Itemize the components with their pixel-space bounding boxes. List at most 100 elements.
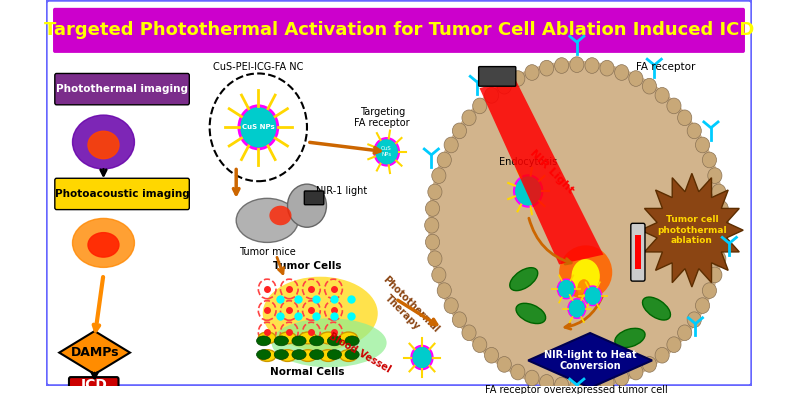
Ellipse shape (510, 268, 538, 291)
FancyBboxPatch shape (55, 178, 189, 210)
Circle shape (712, 251, 726, 266)
Circle shape (425, 201, 440, 216)
Ellipse shape (345, 350, 359, 359)
Circle shape (425, 234, 440, 250)
Circle shape (374, 138, 399, 165)
Circle shape (412, 346, 433, 369)
Circle shape (642, 357, 657, 372)
Circle shape (462, 325, 476, 340)
Circle shape (585, 58, 599, 73)
Circle shape (462, 110, 476, 126)
Ellipse shape (88, 232, 119, 257)
Circle shape (667, 337, 681, 353)
Circle shape (428, 184, 442, 200)
Ellipse shape (271, 318, 386, 367)
Circle shape (525, 65, 539, 80)
Circle shape (555, 58, 569, 73)
Circle shape (425, 217, 439, 233)
Circle shape (452, 312, 467, 327)
Ellipse shape (299, 350, 317, 361)
Text: Normal Cells: Normal Cells (270, 367, 344, 377)
Circle shape (511, 364, 525, 380)
Circle shape (614, 65, 629, 80)
Circle shape (712, 184, 726, 200)
Circle shape (511, 71, 525, 86)
Circle shape (432, 267, 446, 283)
Circle shape (287, 184, 326, 227)
Ellipse shape (88, 131, 119, 159)
Circle shape (708, 267, 722, 283)
Circle shape (655, 348, 670, 363)
Text: CuS-PEI-ICG-FA NC: CuS-PEI-ICG-FA NC (213, 61, 303, 72)
Ellipse shape (559, 245, 612, 299)
Ellipse shape (256, 350, 271, 359)
Ellipse shape (73, 218, 134, 268)
Circle shape (714, 234, 729, 250)
Ellipse shape (327, 336, 342, 346)
Ellipse shape (259, 350, 276, 361)
Circle shape (642, 78, 657, 94)
Circle shape (484, 348, 499, 363)
Circle shape (629, 71, 643, 86)
Circle shape (695, 137, 709, 153)
Ellipse shape (279, 332, 296, 344)
FancyBboxPatch shape (479, 67, 516, 86)
Ellipse shape (614, 328, 645, 348)
Text: Photothermal
Therapy: Photothermal Therapy (373, 274, 441, 343)
Circle shape (557, 279, 575, 299)
FancyBboxPatch shape (69, 377, 119, 394)
Circle shape (472, 337, 487, 353)
Circle shape (428, 251, 442, 266)
Polygon shape (641, 173, 743, 287)
Text: Photoacoustic imaging: Photoacoustic imaging (55, 189, 189, 199)
Circle shape (708, 168, 722, 184)
Ellipse shape (270, 206, 291, 225)
Circle shape (555, 377, 569, 393)
Text: DAMPs: DAMPs (70, 346, 119, 359)
Ellipse shape (310, 336, 324, 346)
Circle shape (497, 78, 512, 94)
Ellipse shape (571, 259, 600, 294)
Text: NIR Light: NIR Light (528, 148, 576, 195)
Polygon shape (528, 333, 652, 388)
Ellipse shape (292, 350, 306, 359)
Text: Tumor Cells: Tumor Cells (273, 262, 342, 271)
Text: Targeting
FA receptor: Targeting FA receptor (354, 107, 410, 128)
Ellipse shape (319, 350, 337, 361)
Ellipse shape (642, 297, 670, 320)
Ellipse shape (299, 332, 317, 344)
Ellipse shape (340, 332, 358, 344)
Circle shape (539, 60, 554, 76)
Ellipse shape (516, 303, 546, 323)
Text: Tumor cell
photothermal
ablation: Tumor cell photothermal ablation (657, 215, 727, 245)
Circle shape (585, 377, 599, 393)
Text: ICD: ICD (81, 378, 108, 392)
Ellipse shape (310, 350, 324, 359)
Circle shape (655, 87, 670, 103)
Text: Targeted Photothermal Activation for Tumor Cell Ablation Induced ICD: Targeted Photothermal Activation for Tum… (44, 21, 754, 39)
Text: Blood Vessel: Blood Vessel (327, 331, 393, 374)
Circle shape (432, 168, 446, 184)
Ellipse shape (340, 350, 358, 361)
Ellipse shape (256, 336, 271, 346)
Ellipse shape (345, 336, 359, 346)
Ellipse shape (292, 336, 306, 346)
Circle shape (687, 123, 701, 139)
Circle shape (437, 283, 452, 299)
Circle shape (484, 87, 499, 103)
Ellipse shape (73, 115, 134, 169)
Circle shape (472, 98, 487, 114)
Circle shape (678, 325, 692, 340)
FancyBboxPatch shape (53, 8, 745, 53)
FancyBboxPatch shape (635, 235, 641, 269)
FancyBboxPatch shape (46, 0, 752, 386)
Ellipse shape (263, 277, 377, 350)
Circle shape (497, 357, 512, 372)
Text: CuS
NPs: CuS NPs (381, 147, 392, 157)
Circle shape (629, 364, 643, 380)
Text: Endocytosis: Endocytosis (499, 157, 557, 167)
Circle shape (600, 60, 614, 76)
Circle shape (714, 201, 729, 216)
Circle shape (600, 375, 614, 390)
Text: CuS NPs: CuS NPs (242, 125, 275, 130)
